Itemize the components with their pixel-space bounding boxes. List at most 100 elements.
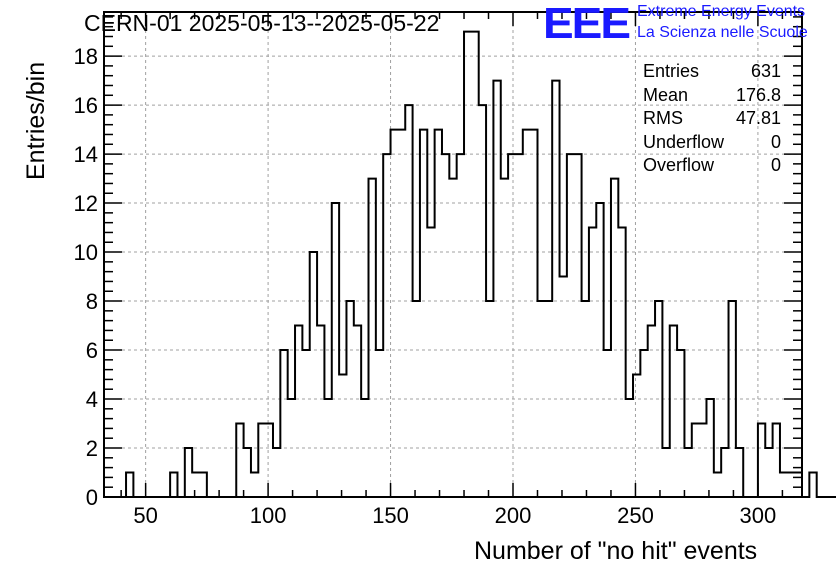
y-tick-label: 8 — [86, 289, 98, 314]
histogram-bin — [369, 179, 376, 497]
histogram-bin — [471, 32, 478, 497]
x-tick-label: 300 — [740, 503, 777, 528]
histogram-bin — [780, 473, 787, 497]
histogram-bin — [604, 350, 611, 497]
stat-value: 631 — [750, 61, 781, 81]
logo-line-2: La Scienza nelle Scuole — [637, 24, 808, 41]
y-tick-label: 4 — [86, 387, 98, 412]
histogram-bin — [560, 277, 567, 497]
histogram-bin — [648, 326, 655, 497]
histogram-bin — [258, 424, 265, 497]
histogram-bin — [523, 130, 530, 497]
histogram-bin — [457, 154, 464, 497]
stat-label: Entries — [643, 61, 700, 81]
y-tick-label: 16 — [74, 93, 98, 118]
eee-logo: EEE — [543, 0, 631, 48]
y-tick-label: 14 — [74, 142, 98, 167]
logo-line-1: Extreme Energy Events — [637, 3, 806, 20]
histogram-bin — [721, 448, 728, 497]
stat-mean: Mean 176.8 — [643, 84, 781, 108]
stat-overflow: Overflow 0 — [643, 154, 781, 178]
stat-underflow: Underflow 0 — [643, 131, 781, 155]
histogram-bin — [611, 179, 618, 497]
histogram-bin — [391, 130, 398, 497]
histogram-bin — [758, 424, 765, 497]
histogram-bin — [464, 32, 471, 497]
x-tick-label: 150 — [372, 503, 409, 528]
stat-label: Underflow — [643, 131, 725, 152]
y-tick-label: 2 — [86, 436, 98, 461]
histogram-bin — [493, 81, 500, 497]
stat-label: Overflow — [643, 155, 715, 175]
histogram-bin — [295, 326, 302, 497]
histogram-bin — [236, 424, 243, 497]
x-tick-label: 100 — [250, 503, 287, 528]
histogram-bin — [280, 350, 287, 497]
histogram-bin — [244, 448, 251, 497]
stat-label: Mean — [643, 84, 689, 105]
stat-value: 0 — [770, 131, 781, 152]
histogram-bin — [552, 81, 559, 497]
stat-value: 47.81 — [735, 108, 781, 128]
histogram-bin — [427, 228, 434, 497]
histogram-bin — [692, 424, 699, 497]
histogram-bin — [714, 473, 721, 497]
histogram-bin — [765, 448, 772, 497]
y-tick-label: 18 — [74, 44, 98, 69]
stat-entries: Entries 631 — [643, 60, 781, 84]
histogram-bin — [376, 350, 383, 497]
histogram-bin — [633, 375, 640, 497]
x-tick-label: 50 — [133, 503, 157, 528]
histogram-bin — [449, 179, 456, 497]
histogram-bin — [699, 424, 706, 497]
histogram-bin — [677, 350, 684, 497]
histogram-bin — [354, 326, 361, 497]
histogram-bin — [442, 154, 449, 497]
histogram-bin — [251, 473, 258, 497]
stat-value: 0 — [770, 155, 781, 175]
histogram-bin — [200, 473, 207, 497]
histogram-bin — [302, 350, 309, 497]
histogram-bin — [383, 154, 390, 497]
histogram-bin — [273, 448, 280, 497]
histogram-bin — [795, 473, 802, 497]
histogram-bin — [515, 154, 522, 497]
histogram-bin — [192, 473, 199, 497]
stat-value: 176.8 — [735, 84, 781, 105]
histogram-bin — [670, 326, 677, 497]
stats-box: Entries 631 Mean 176.8 RMS 47.81 Underflow 0… — [643, 60, 781, 178]
histogram-bin — [126, 473, 133, 497]
histogram-bin — [435, 130, 442, 497]
chart-title: CERN-01 2025-05-13--2025-05-22 — [84, 10, 440, 36]
stat-label: RMS — [643, 108, 683, 128]
y-tick-label: 12 — [74, 191, 98, 216]
histogram-bin — [170, 473, 177, 497]
histogram-bin — [317, 326, 324, 497]
histogram-bin — [310, 252, 317, 497]
histogram-bin — [567, 154, 574, 497]
x-axis-label: Number of "no hit" events — [474, 537, 758, 565]
histogram-bin — [736, 448, 743, 497]
y-axis-label: Entries/bin — [22, 61, 50, 180]
y-tick-label: 6 — [86, 338, 98, 363]
histogram-bin — [266, 424, 273, 497]
plot-frame — [103, 11, 803, 498]
histogram-bin — [530, 130, 537, 497]
histogram-bin — [339, 375, 346, 497]
x-tick-label: 200 — [495, 503, 532, 528]
histogram-bin — [773, 424, 780, 497]
y-tick-label: 0 — [86, 485, 98, 510]
histogram-bin — [501, 179, 508, 497]
histogram-bin — [185, 448, 192, 497]
histogram-bin — [618, 228, 625, 497]
histogram-bin — [508, 154, 515, 497]
histogram-bin — [398, 130, 405, 497]
y-tick-label: 10 — [74, 240, 98, 265]
histogram-bin — [589, 228, 596, 497]
x-tick-label: 250 — [617, 503, 654, 528]
histogram-bin — [574, 154, 581, 497]
histogram-bin — [684, 448, 691, 497]
histogram-bin — [787, 473, 794, 497]
histogram-bin — [420, 130, 427, 497]
